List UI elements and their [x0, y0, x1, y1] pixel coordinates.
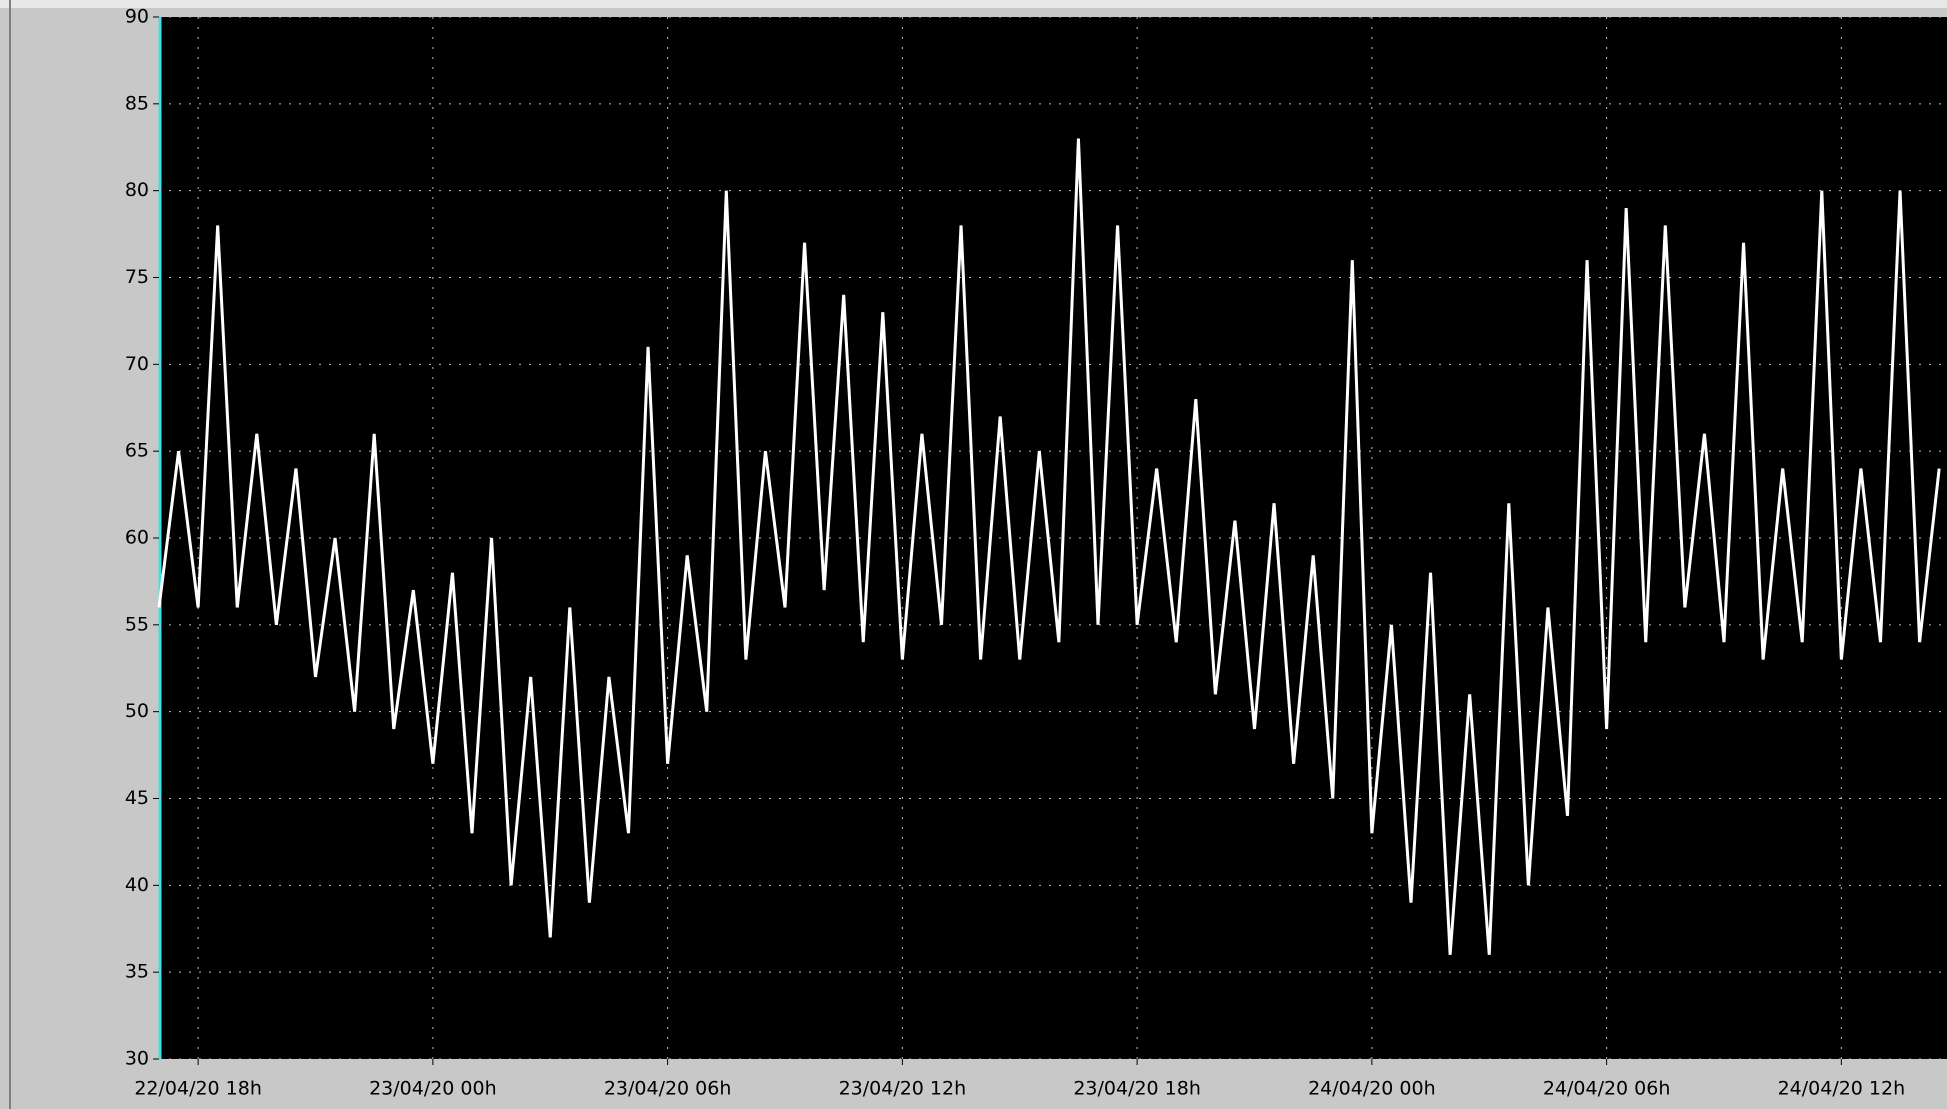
x-tick-label: 24/04/20 12h	[1778, 1078, 1906, 1100]
x-tick-label: 23/04/20 12h	[839, 1078, 967, 1100]
y-tick-label: 55	[125, 613, 149, 635]
plot-area	[159, 17, 1947, 1059]
x-tick-label: 23/04/20 18h	[1073, 1078, 1201, 1100]
y-tick-label: 60	[125, 527, 149, 549]
top-strip	[0, 0, 1947, 8]
y-tick-label: 70	[125, 353, 149, 375]
x-tick-label: 24/04/20 06h	[1543, 1078, 1671, 1100]
y-tick-label: 35	[125, 961, 149, 983]
y-tick-label: 80	[125, 179, 149, 201]
data-line	[157, 138, 1941, 955]
y-tick-label: 30	[125, 1048, 149, 1070]
x-tick-label: 22/04/20 18h	[134, 1078, 262, 1100]
y-tick-label: 50	[125, 700, 149, 722]
y-tick-label: 75	[125, 266, 149, 288]
y-tick-label: 45	[125, 787, 149, 809]
x-tick-label: 24/04/20 00h	[1308, 1078, 1436, 1100]
y-tick-label: 90	[125, 6, 149, 28]
y-tick-label: 65	[125, 440, 149, 462]
x-tick-label: 23/04/20 06h	[604, 1078, 732, 1100]
y-tick-label: 85	[125, 92, 149, 114]
x-tick-label: 23/04/20 00h	[369, 1078, 497, 1100]
y-tick-label: 40	[125, 874, 149, 896]
